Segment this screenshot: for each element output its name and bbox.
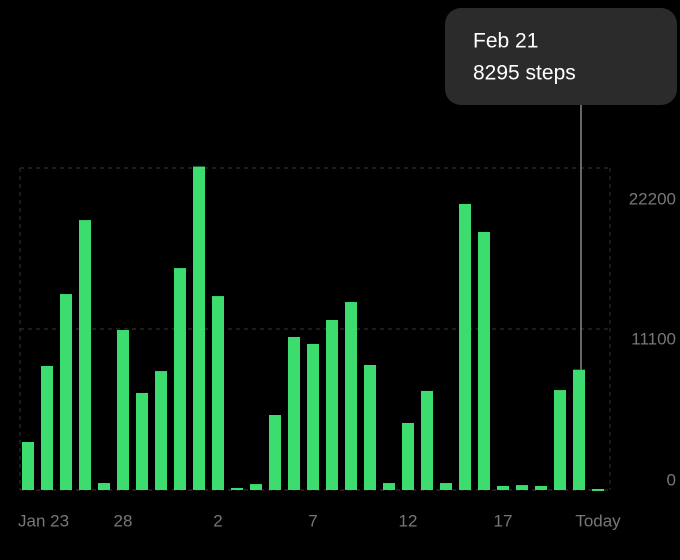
bar xyxy=(535,485,547,490)
tooltip: Feb 21 8295 steps xyxy=(445,8,677,105)
bar xyxy=(22,441,34,490)
bar xyxy=(269,415,281,490)
bar xyxy=(573,369,585,490)
x-tick-label: 2 xyxy=(213,511,222,530)
bar xyxy=(554,390,566,490)
bar xyxy=(288,336,300,490)
tooltip-text: 8295 steps xyxy=(473,62,576,85)
y-tick-label: 22200 xyxy=(629,189,676,208)
bar xyxy=(516,485,528,490)
bar xyxy=(440,483,452,490)
x-tick-label: 7 xyxy=(308,511,317,530)
bar xyxy=(193,166,205,490)
bar xyxy=(79,220,91,490)
x-tick-label: 12 xyxy=(399,511,418,530)
bar xyxy=(364,364,376,490)
bar xyxy=(478,231,490,491)
bar xyxy=(136,392,148,490)
x-tick-label: 17 xyxy=(494,511,513,530)
bar xyxy=(98,483,110,490)
x-tick-label: Jan 23 xyxy=(18,511,69,530)
tooltip-box xyxy=(445,8,677,105)
x-tick-label: Today xyxy=(575,511,621,530)
bar xyxy=(345,302,357,490)
bar xyxy=(402,422,414,490)
bar xyxy=(307,343,319,490)
bar xyxy=(459,203,471,490)
bar xyxy=(326,320,338,490)
tooltip-title: Feb 21 xyxy=(473,30,538,53)
bar xyxy=(117,330,129,490)
bar xyxy=(383,483,395,490)
bar xyxy=(174,268,186,490)
x-tick-label: 28 xyxy=(114,511,133,530)
bar xyxy=(41,365,53,490)
bar xyxy=(155,371,167,490)
bar xyxy=(60,294,72,490)
bar xyxy=(212,296,224,490)
y-tick-label: 0 xyxy=(667,470,676,489)
y-tick-label: 11100 xyxy=(631,329,676,348)
bar xyxy=(231,487,243,490)
bar xyxy=(250,484,262,490)
bar xyxy=(421,390,433,490)
bar xyxy=(592,488,604,491)
bar xyxy=(497,485,509,490)
